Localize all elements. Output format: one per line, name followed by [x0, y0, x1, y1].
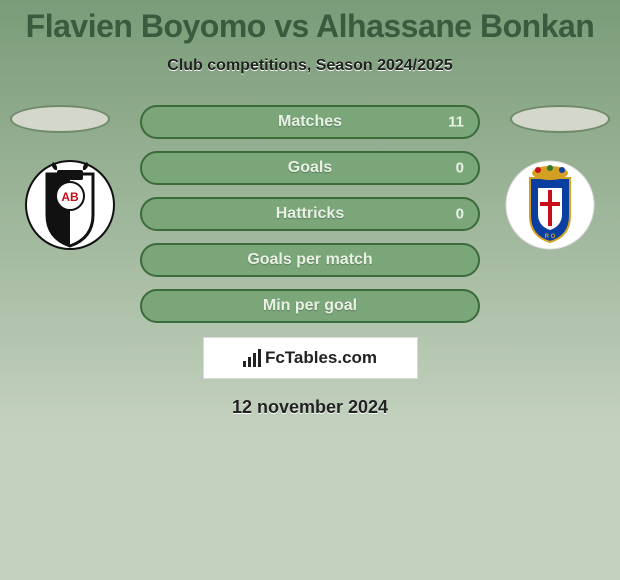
- player-marker-left: [10, 105, 110, 133]
- stat-label: Goals per match: [247, 251, 372, 269]
- albacete-crest-icon: AB: [25, 160, 115, 250]
- page-title: Flavien Boyomo vs Alhassane Bonkan: [0, 0, 620, 45]
- team-badge-left: AB: [25, 160, 115, 250]
- bars-icon: [243, 349, 261, 367]
- comparison-card: Flavien Boyomo vs Alhassane Bonkan Club …: [0, 0, 620, 580]
- stats-list: Matches 11 Goals 0 Hattricks 0 Goals per…: [140, 105, 480, 323]
- svg-text:R O: R O: [545, 234, 556, 240]
- oviedo-crest-icon: R O: [505, 160, 595, 250]
- stat-right-value: 11: [448, 114, 464, 131]
- stat-row-min-per-goal: Min per goal: [140, 289, 480, 323]
- subtitle: Club competitions, Season 2024/2025: [0, 57, 620, 75]
- team-badge-right: R O: [505, 160, 595, 250]
- watermark-text: FcTables.com: [265, 348, 377, 368]
- stat-label: Goals: [288, 159, 332, 177]
- stat-label: Min per goal: [263, 297, 357, 315]
- stat-row-matches: Matches 11: [140, 105, 480, 139]
- stat-right-value: 0: [456, 160, 464, 177]
- stat-label: Matches: [278, 113, 342, 131]
- watermark[interactable]: FcTables.com: [203, 337, 418, 379]
- stat-row-goals-per-match: Goals per match: [140, 243, 480, 277]
- date: 12 november 2024: [0, 397, 620, 418]
- stat-row-hattricks: Hattricks 0: [140, 197, 480, 231]
- stat-right-value: 0: [456, 206, 464, 223]
- stat-label: Hattricks: [276, 205, 344, 223]
- stat-row-goals: Goals 0: [140, 151, 480, 185]
- content-area: AB R O Matches 11: [0, 105, 620, 418]
- player-marker-right: [510, 105, 610, 133]
- svg-text:AB: AB: [61, 190, 79, 204]
